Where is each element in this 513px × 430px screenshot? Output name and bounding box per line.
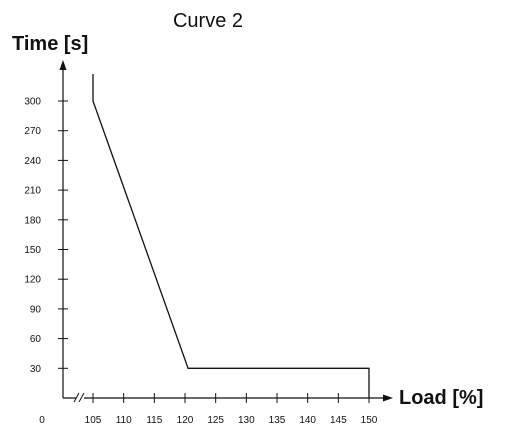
x-tick-label: 135: [269, 415, 286, 426]
x-tick-label: 130: [238, 415, 255, 426]
y-tick-label: 90: [30, 304, 42, 315]
y-axis-label: Time [s]: [12, 33, 88, 55]
x-tick-label: 140: [299, 415, 316, 426]
x-tick-label: 115: [146, 415, 162, 426]
x-tick-label: 150: [361, 415, 378, 426]
y-tick-label: 240: [24, 156, 41, 167]
x-tick-label: 110: [116, 415, 132, 426]
x-tick-label: 105: [85, 415, 102, 426]
chart-title: Curve 2: [173, 10, 243, 32]
x-axis-arrow: [383, 394, 393, 402]
x-tick-group: 105 110 115 120 125 130 135 140 145 150: [85, 393, 378, 426]
y-tick-label: 300: [24, 97, 41, 108]
y-tick-label: 150: [24, 245, 41, 256]
x-tick-label: 145: [330, 415, 347, 426]
y-tick-label: 30: [30, 364, 42, 375]
y-tick-label: 210: [24, 186, 41, 197]
y-tick-label: 180: [24, 215, 41, 226]
series-line-curve-2: [92, 74, 370, 398]
y-tick-label: 270: [24, 126, 41, 137]
axis-break: [73, 392, 85, 404]
x-tick-label: 120: [177, 415, 194, 426]
y-tick-label: 120: [24, 275, 41, 286]
y-axis-arrow: [59, 60, 67, 70]
x-origin-label: 0: [39, 415, 45, 426]
x-tick-label: 125: [207, 415, 224, 426]
x-axis-label: Load [%]: [399, 387, 483, 409]
y-tick-group: 30 60 90 120 150 180 210 240 270 300: [24, 97, 68, 375]
y-tick-label: 60: [30, 334, 42, 345]
